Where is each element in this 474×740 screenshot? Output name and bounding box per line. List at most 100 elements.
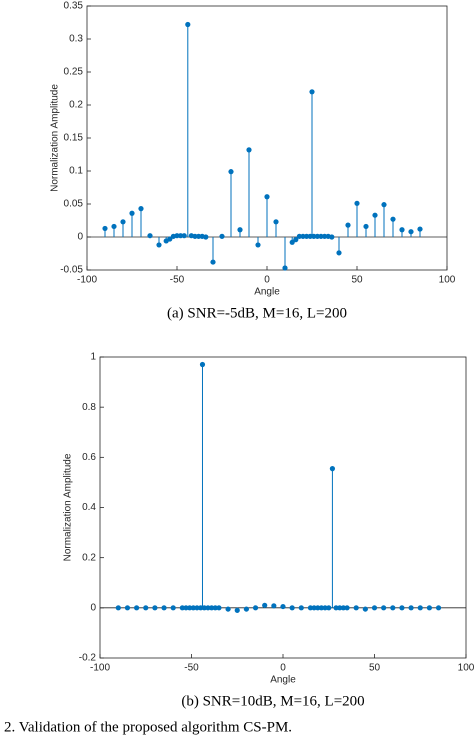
stem-marker: [212, 605, 218, 611]
stem-marker: [390, 605, 396, 611]
stem-marker: [161, 605, 167, 611]
y-tick-label: 0: [77, 232, 83, 243]
x-tick-label: 100: [458, 663, 474, 674]
y-tick-label: 1: [90, 352, 96, 363]
stem-marker: [417, 226, 423, 232]
stem-marker: [322, 233, 328, 239]
stem-marker: [333, 605, 339, 611]
stem-marker: [300, 233, 306, 239]
x-tick-label: -50: [170, 275, 185, 286]
stem-marker: [120, 219, 126, 225]
stem-marker: [255, 242, 261, 248]
stem-marker: [219, 233, 225, 239]
stem-marker: [179, 605, 185, 611]
stem-marker: [209, 605, 215, 611]
stem-marker: [174, 233, 180, 239]
stem-marker: [152, 605, 158, 611]
stem-marker: [187, 605, 193, 611]
stem-marker: [298, 605, 304, 611]
stem-marker: [203, 234, 209, 240]
y-tick-label: 0.3: [69, 34, 83, 45]
y-tick-label: 0.4: [82, 502, 96, 513]
stem-marker: [309, 89, 315, 95]
stem-marker: [354, 200, 360, 206]
stem-marker: [156, 242, 162, 248]
stem-marker: [289, 239, 295, 245]
stem-marker: [408, 229, 414, 235]
stem-marker: [237, 227, 243, 233]
y-tick-label: -0.2: [79, 653, 97, 664]
y-tick-label: 0.05: [64, 199, 84, 210]
x-tick-label: 0: [264, 275, 270, 286]
x-tick-label: -100: [77, 275, 97, 286]
stem-marker: [399, 605, 405, 611]
stem-marker: [167, 236, 173, 242]
stem-marker: [129, 210, 135, 216]
chart-caption: (b) SNR=10dB, M=16, L=200: [181, 693, 364, 709]
stem-marker: [252, 605, 259, 611]
stem-marker: [280, 603, 286, 610]
stem-marker: [181, 233, 187, 239]
stem-marker: [134, 605, 140, 611]
stem-marker: [336, 250, 342, 256]
figure-caption: 2. Validation of the proposed algorithm …: [4, 719, 292, 735]
stem-marker: [390, 216, 396, 222]
y-axis-label: Normalization Amplitude: [63, 453, 74, 561]
stem-marker: [372, 212, 378, 218]
stem-marker: [185, 21, 191, 28]
stem-marker: [271, 603, 277, 609]
y-tick-label: 0: [90, 602, 96, 613]
y-tick-label: 0.6: [82, 452, 96, 463]
y-axis-label: Normalization Amplitude: [50, 84, 61, 192]
stem-marker: [311, 605, 317, 611]
stem-marker: [363, 223, 369, 230]
stem-marker: [192, 233, 198, 239]
stem-marker: [311, 233, 317, 239]
stem-marker: [199, 361, 206, 368]
x-axis-label: Angle: [270, 675, 296, 686]
stem-marker: [318, 233, 324, 239]
stem-marker: [264, 194, 270, 200]
stem-marker: [225, 606, 231, 612]
stem-marker: [138, 206, 144, 212]
stem-marker: [314, 233, 320, 239]
stem-marker: [296, 233, 302, 239]
stem-marker: [345, 222, 351, 228]
stem-marker: [315, 605, 321, 611]
y-tick-label: 0.1: [69, 166, 83, 177]
stem-marker: [282, 265, 288, 271]
x-tick-label: 50: [351, 275, 363, 286]
stem-marker: [417, 605, 423, 611]
stem-marker: [243, 606, 249, 612]
stem-marker: [353, 605, 359, 611]
x-tick-label: 50: [369, 663, 381, 674]
stem-marker: [273, 219, 279, 225]
stem-marker: [201, 605, 207, 611]
stem-marker: [408, 605, 414, 611]
stem-marker: [304, 233, 310, 239]
stem-marker: [381, 202, 387, 208]
stem-marker: [344, 605, 350, 611]
x-tick-label: 0: [280, 663, 286, 674]
stem-marker: [293, 237, 299, 243]
stem-marker: [435, 605, 442, 611]
stem-marker: [170, 605, 176, 611]
stem-marker: [190, 605, 196, 611]
stem-marker: [198, 605, 204, 611]
stem-marker: [102, 225, 108, 232]
y-tick-label: 0.15: [64, 133, 84, 144]
stem-marker: [340, 605, 346, 611]
stem-marker: [381, 605, 387, 611]
stem-marker: [178, 233, 184, 239]
stem-marker: [246, 147, 252, 153]
stem-marker: [426, 605, 432, 611]
stem-marker: [289, 605, 295, 611]
stem-marker: [124, 605, 131, 611]
stem-marker: [228, 169, 234, 175]
stem-marker: [329, 466, 336, 472]
y-tick-label: 0.8: [82, 402, 96, 413]
stem-marker: [115, 605, 121, 611]
y-tick-label: 0.25: [64, 67, 84, 78]
chart-caption: (a) SNR=-5dB, M=16, L=200: [167, 305, 347, 321]
stem-marker: [307, 605, 314, 611]
